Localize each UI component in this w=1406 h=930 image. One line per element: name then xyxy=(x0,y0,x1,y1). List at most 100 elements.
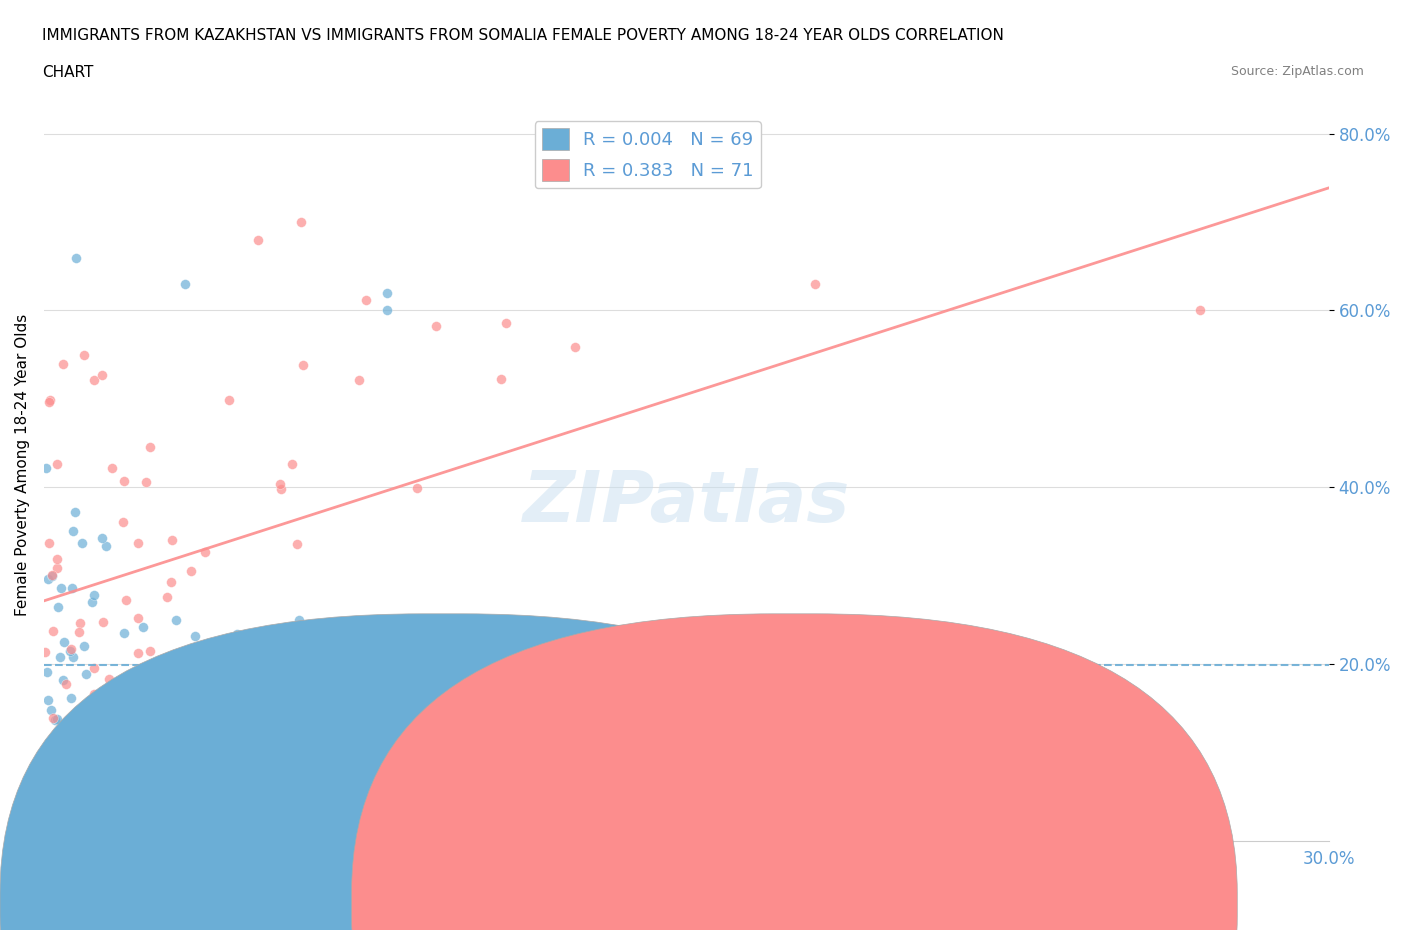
Point xyxy=(69,616,91,631)
Point xyxy=(97,788,120,803)
Point xyxy=(112,473,135,488)
Point xyxy=(408,665,430,680)
Point xyxy=(111,711,134,725)
Point xyxy=(112,626,135,641)
Point xyxy=(97,721,120,736)
Point xyxy=(100,787,122,802)
Point xyxy=(273,783,295,798)
Point xyxy=(333,810,356,825)
Point xyxy=(291,357,314,372)
Point xyxy=(183,679,205,694)
Point xyxy=(83,660,105,675)
Point xyxy=(75,666,97,681)
Point xyxy=(172,687,194,702)
Point xyxy=(38,536,60,551)
Point xyxy=(270,482,292,497)
Point xyxy=(174,277,197,292)
Point xyxy=(138,644,160,658)
Point xyxy=(238,696,260,711)
Point xyxy=(70,535,93,550)
Point xyxy=(131,619,153,634)
Point xyxy=(38,394,60,409)
Point xyxy=(65,250,87,265)
Point xyxy=(39,702,62,717)
Point xyxy=(287,537,309,551)
Point xyxy=(34,644,56,659)
Point xyxy=(804,276,827,291)
Point xyxy=(38,750,60,764)
Point xyxy=(91,531,114,546)
Point xyxy=(72,348,94,363)
Text: Immigrants from Kazakhstan: Immigrants from Kazakhstan xyxy=(492,887,713,902)
Point xyxy=(79,698,101,712)
Point xyxy=(60,580,83,595)
Point xyxy=(37,571,59,586)
Text: ZIPatlas: ZIPatlas xyxy=(523,468,851,538)
Point xyxy=(172,743,194,758)
Point xyxy=(84,732,107,747)
Point xyxy=(67,625,90,640)
Point xyxy=(38,770,60,785)
Point xyxy=(322,742,344,757)
Point xyxy=(353,615,375,630)
Point xyxy=(127,536,149,551)
Point xyxy=(94,538,117,553)
Point xyxy=(45,740,67,755)
Point xyxy=(564,339,586,354)
Point xyxy=(269,476,291,491)
Point xyxy=(495,315,517,330)
Point xyxy=(100,461,122,476)
Point xyxy=(115,592,138,607)
Point xyxy=(105,759,128,774)
Point xyxy=(145,764,167,779)
Point xyxy=(44,713,66,728)
Point xyxy=(184,629,207,644)
Text: IMMIGRANTS FROM KAZAKHSTAN VS IMMIGRANTS FROM SOMALIA FEMALE POVERTY AMONG 18-24: IMMIGRANTS FROM KAZAKHSTAN VS IMMIGRANTS… xyxy=(42,28,1004,43)
Point xyxy=(406,481,429,496)
Point xyxy=(100,706,122,721)
Point xyxy=(49,752,72,767)
Point xyxy=(90,367,112,382)
Point xyxy=(35,665,58,680)
Point xyxy=(55,676,77,691)
Point xyxy=(72,787,94,802)
Point xyxy=(280,457,302,472)
Point xyxy=(186,691,208,706)
Point xyxy=(82,594,104,609)
Point xyxy=(291,819,314,834)
Point xyxy=(127,645,149,660)
Point xyxy=(37,693,59,708)
Point xyxy=(125,762,148,777)
Point xyxy=(67,715,90,730)
Point xyxy=(41,711,63,725)
Point xyxy=(111,709,134,724)
Point xyxy=(98,672,121,687)
Point xyxy=(96,803,118,817)
Point xyxy=(136,724,159,739)
Point xyxy=(218,392,240,407)
Point xyxy=(354,292,377,307)
Point xyxy=(52,731,75,746)
Point xyxy=(62,650,84,665)
Point xyxy=(46,561,69,576)
Point xyxy=(120,735,142,750)
Point xyxy=(347,373,370,388)
Point xyxy=(180,564,202,578)
Y-axis label: Female Poverty Among 18-24 Year Olds: Female Poverty Among 18-24 Year Olds xyxy=(15,314,30,617)
Point xyxy=(52,672,75,687)
Point xyxy=(375,303,398,318)
Point xyxy=(53,634,76,649)
Point xyxy=(45,711,67,726)
Point xyxy=(425,318,447,333)
Point xyxy=(83,687,105,702)
Point xyxy=(138,739,160,754)
Point xyxy=(52,357,75,372)
Point xyxy=(205,805,228,820)
Point xyxy=(83,373,105,388)
Point xyxy=(58,644,80,658)
Point xyxy=(62,524,84,538)
Point xyxy=(60,690,83,705)
Point xyxy=(212,706,235,721)
Point xyxy=(332,625,354,640)
Point xyxy=(252,640,274,655)
